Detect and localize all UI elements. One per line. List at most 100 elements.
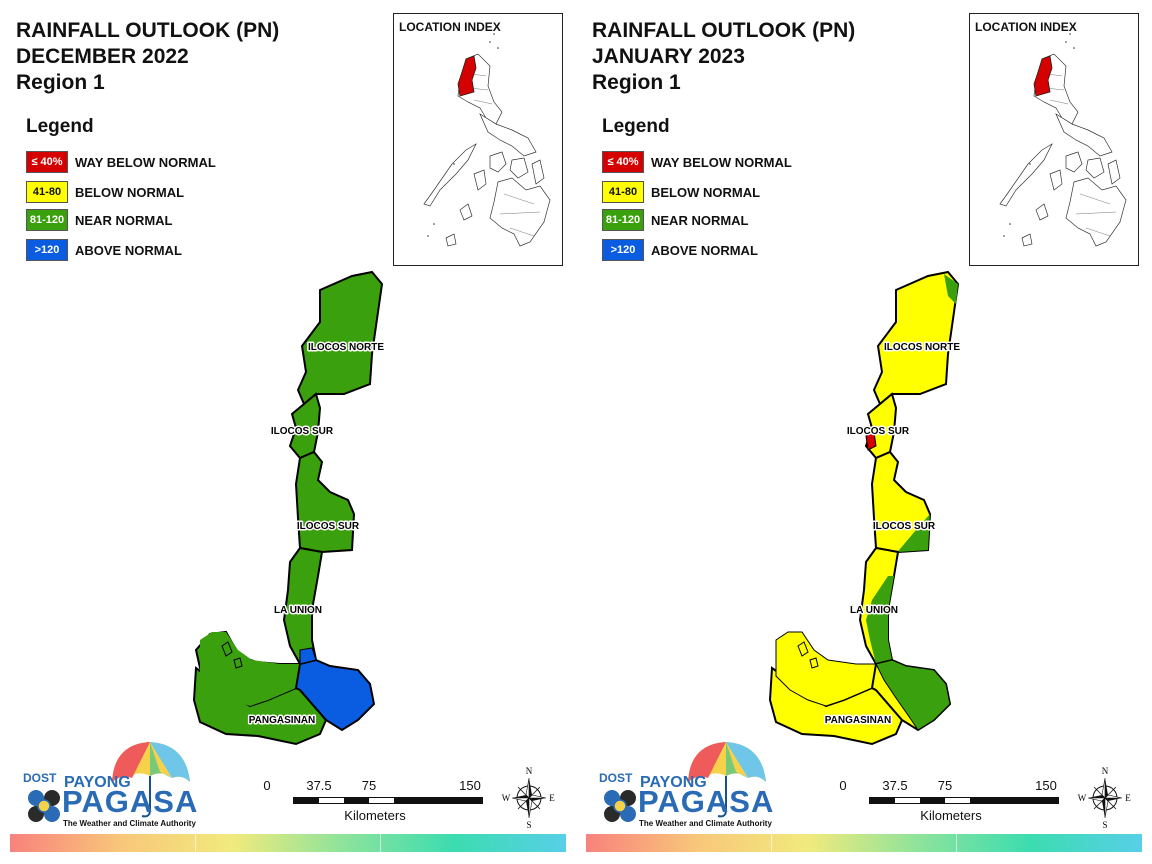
legend-swatch: 81-120 <box>26 209 68 231</box>
legend-title: Legend <box>602 116 670 137</box>
legend-swatch: 81-120 <box>602 209 644 231</box>
location-index-title: LOCATION INDEX <box>399 20 501 34</box>
label-la-union: LA UNION <box>850 605 898 616</box>
label-la-union: LA UNION <box>274 605 322 616</box>
legend-label: ABOVE NORMAL <box>651 242 758 258</box>
legend-item-above-normal: >120 ABOVE NORMAL <box>602 238 758 262</box>
logo-tagline: The Weather and Climate Authority <box>639 819 772 828</box>
legend-item-way-below-normal: ≤ 40% WAY BELOW NORMAL <box>26 150 216 174</box>
region-1-map: ILOCOS NORTE ILOCOS SUR ILOCOS SUR LA UN… <box>768 270 962 746</box>
scale-bar: 0 37.5 75 150 Kilometers <box>839 778 1061 826</box>
location-index-title: LOCATION INDEX <box>975 20 1077 34</box>
label-ilocos-sur-2: ILOCOS SUR <box>297 521 360 532</box>
title-line-1: RAINFALL OUTLOOK (PN) <box>592 19 856 42</box>
payong-pagasa-logo: DOST PAYONG PAGASA The Weather and Clima… <box>590 740 773 830</box>
legend-swatch: ≤ 40% <box>602 151 644 173</box>
logo-pagasa: PAGASA <box>62 784 199 819</box>
compass-icon: N S W E <box>502 766 556 830</box>
map-title: RAINFALL OUTLOOK (PN) DECEMBER 2022 Regi… <box>16 18 279 96</box>
scale-tick: 0 <box>839 778 847 793</box>
compass-s: S <box>1102 820 1107 830</box>
pangasinan-near-normal-band <box>875 659 951 731</box>
scale-tick: 150 <box>1035 778 1057 793</box>
payong-pagasa-logo: DOST PAYONG PAGASA The Weather and Clima… <box>14 740 197 830</box>
compass-w: W <box>502 793 511 803</box>
legend-swatch: 41-80 <box>602 181 644 203</box>
logo-pagasa: PAGASA <box>638 784 775 819</box>
scale-tick: 75 <box>937 778 953 793</box>
label-ilocos-sur-1: ILOCOS SUR <box>847 426 910 437</box>
legend-item-near-normal: 81-120 NEAR NORMAL <box>602 208 749 232</box>
legend-label: BELOW NORMAL <box>651 184 761 200</box>
scale-tick: 150 <box>459 778 481 793</box>
province-pangasinan-east <box>294 658 376 732</box>
province-ilocos-norte <box>296 270 384 406</box>
map-title: RAINFALL OUTLOOK (PN) JANUARY 2023 Regio… <box>592 18 855 96</box>
ilocos-norte-near-normal-patch <box>944 274 958 304</box>
compass-w: W <box>1078 793 1087 803</box>
scale-bar-graphic <box>293 797 483 804</box>
compass-s: S <box>526 820 531 830</box>
logo-dost: DOST <box>599 771 633 785</box>
legend-title: Legend <box>26 116 94 137</box>
legend-label: WAY BELOW NORMAL <box>651 154 792 170</box>
logo-payong: PAYONG <box>640 774 707 791</box>
scale-bar-graphic <box>869 797 1059 804</box>
outlook-panel-december: RAINFALL OUTLOOK (PN) DECEMBER 2022 Regi… <box>10 13 566 852</box>
province-ilocos-sur-lower <box>294 450 356 554</box>
scale-tick: 37.5 <box>882 778 908 793</box>
legend-swatch: >120 <box>602 239 644 261</box>
legend-item-way-below-normal: ≤ 40% WAY BELOW NORMAL <box>602 150 792 174</box>
label-ilocos-norte: ILOCOS NORTE <box>308 342 384 353</box>
legend-swatch: >120 <box>26 239 68 261</box>
legend-item-near-normal: 81-120 NEAR NORMAL <box>26 208 173 232</box>
scale-bar: 0 37.5 75 150 Kilometers <box>263 778 485 826</box>
compass-icon: N S W E <box>1078 766 1132 830</box>
logo-dost: DOST <box>23 771 57 785</box>
compass-e: E <box>549 793 555 803</box>
scale-tick: 37.5 <box>306 778 332 793</box>
la-union-near-normal-band <box>866 576 894 664</box>
umbrella-icon <box>28 742 190 822</box>
title-line-3: Region 1 <box>592 71 681 94</box>
compass-n: N <box>1102 766 1109 776</box>
scale-tick: 0 <box>263 778 271 793</box>
label-ilocos-sur-2: ILOCOS SUR <box>873 521 936 532</box>
ilocos-sur-way-below-patch <box>865 431 877 451</box>
label-pangasinan: PANGASINAN <box>249 715 315 726</box>
region-1-map: ILOCOS NORTE ILOCOS SUR ILOCOS SUR LA UN… <box>192 270 386 746</box>
logo-payong: PAYONG <box>64 774 131 791</box>
footer-gradient-bar <box>586 834 1142 852</box>
legend-label: WAY BELOW NORMAL <box>75 154 216 170</box>
legend-label: ABOVE NORMAL <box>75 242 182 258</box>
province-ilocos-norte <box>872 270 960 406</box>
title-line-3: Region 1 <box>16 71 105 94</box>
legend-item-above-normal: >120 ABOVE NORMAL <box>26 238 182 262</box>
legend-label: BELOW NORMAL <box>75 184 185 200</box>
philippines-index-map <box>423 33 551 247</box>
legend-swatch: 41-80 <box>26 181 68 203</box>
legend-item-below-normal: 41-80 BELOW NORMAL <box>602 180 760 204</box>
label-ilocos-sur-1: ILOCOS SUR <box>271 426 334 437</box>
outlook-panel-january: RAINFALL OUTLOOK (PN) JANUARY 2023 Regio… <box>576 0 1152 864</box>
scale-units: Kilometers <box>920 808 982 823</box>
scale-units: Kilometers <box>344 808 406 823</box>
footer-gradient-bar <box>10 834 566 852</box>
label-pangasinan: PANGASINAN <box>825 715 891 726</box>
region-1-highlight <box>457 55 477 97</box>
umbrella-icon <box>604 742 766 822</box>
legend-label: NEAR NORMAL <box>651 212 749 228</box>
region-1-highlight <box>1033 55 1053 97</box>
legend-item-below-normal: 41-80 BELOW NORMAL <box>26 180 184 204</box>
compass-e: E <box>1125 793 1131 803</box>
title-line-1: RAINFALL OUTLOOK (PN) <box>16 19 280 42</box>
legend-swatch: ≤ 40% <box>26 151 68 173</box>
label-ilocos-norte: ILOCOS NORTE <box>884 342 960 353</box>
logo-tagline: The Weather and Climate Authority <box>63 819 196 828</box>
scale-tick: 75 <box>361 778 377 793</box>
compass-n: N <box>526 766 533 776</box>
pangasinan-east-tip <box>299 647 317 665</box>
legend-label: NEAR NORMAL <box>75 212 173 228</box>
title-line-2: JANUARY 2023 <box>592 45 745 68</box>
title-line-2: DECEMBER 2022 <box>16 45 189 68</box>
